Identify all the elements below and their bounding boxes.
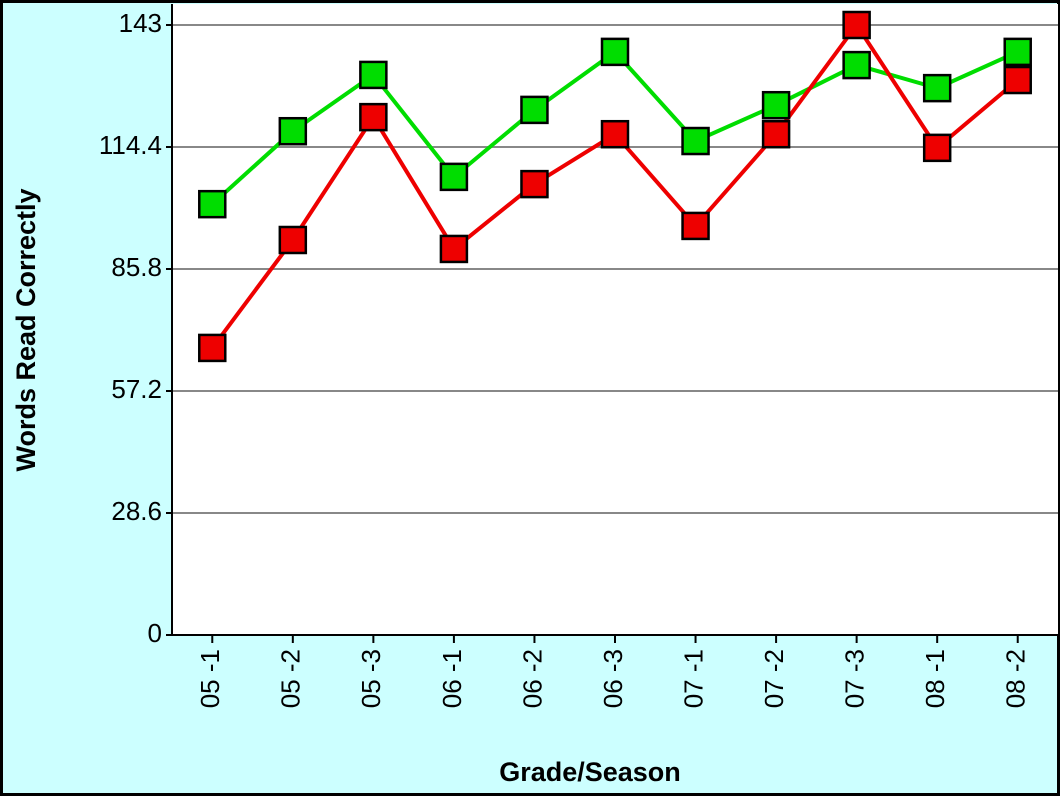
marker — [1003, 37, 1032, 67]
marker — [681, 126, 710, 156]
x-tick-label: 06 -2 — [517, 649, 547, 708]
marker — [439, 234, 469, 264]
y-tick-label: 0 — [148, 618, 162, 648]
x-tick-label: 06 -3 — [598, 649, 628, 708]
y-tick-label: 143 — [119, 8, 162, 38]
x-axis-title: Grade/Season — [499, 757, 681, 787]
marker — [681, 211, 710, 241]
y-axis-title: Words Read Correctly — [11, 188, 41, 471]
marker — [600, 37, 630, 67]
x-tick-label: 05 -1 — [195, 649, 225, 708]
x-tick-label: 07 -3 — [840, 649, 870, 708]
marker — [761, 119, 791, 149]
marker — [198, 333, 227, 363]
x-tick-label: 07 -2 — [759, 649, 789, 708]
marker — [842, 10, 871, 40]
marker — [439, 162, 469, 192]
marker — [359, 60, 388, 90]
marker — [1003, 65, 1032, 95]
marker — [600, 119, 630, 149]
marker — [922, 73, 952, 103]
marker — [761, 90, 791, 120]
x-tick-label: 06 -1 — [437, 649, 467, 708]
x-tick-label: 08 -2 — [1001, 649, 1031, 708]
x-tick-label: 07 -1 — [678, 649, 708, 708]
marker — [278, 225, 308, 255]
y-tick-label: 28.6 — [111, 496, 162, 526]
marker — [922, 133, 952, 163]
marker — [842, 50, 871, 80]
marker — [359, 102, 388, 132]
y-tick-label: 57.2 — [111, 374, 162, 404]
x-tick-label: 08 -1 — [920, 649, 950, 708]
marker — [278, 116, 308, 146]
y-tick-label: 114.4 — [99, 130, 162, 160]
x-tick-label: 05 -2 — [276, 649, 306, 708]
marker — [198, 189, 227, 219]
marker — [520, 95, 549, 125]
y-tick-label: 85.8 — [111, 252, 162, 282]
marker — [520, 169, 549, 199]
x-tick-label: 05 -3 — [356, 649, 386, 708]
